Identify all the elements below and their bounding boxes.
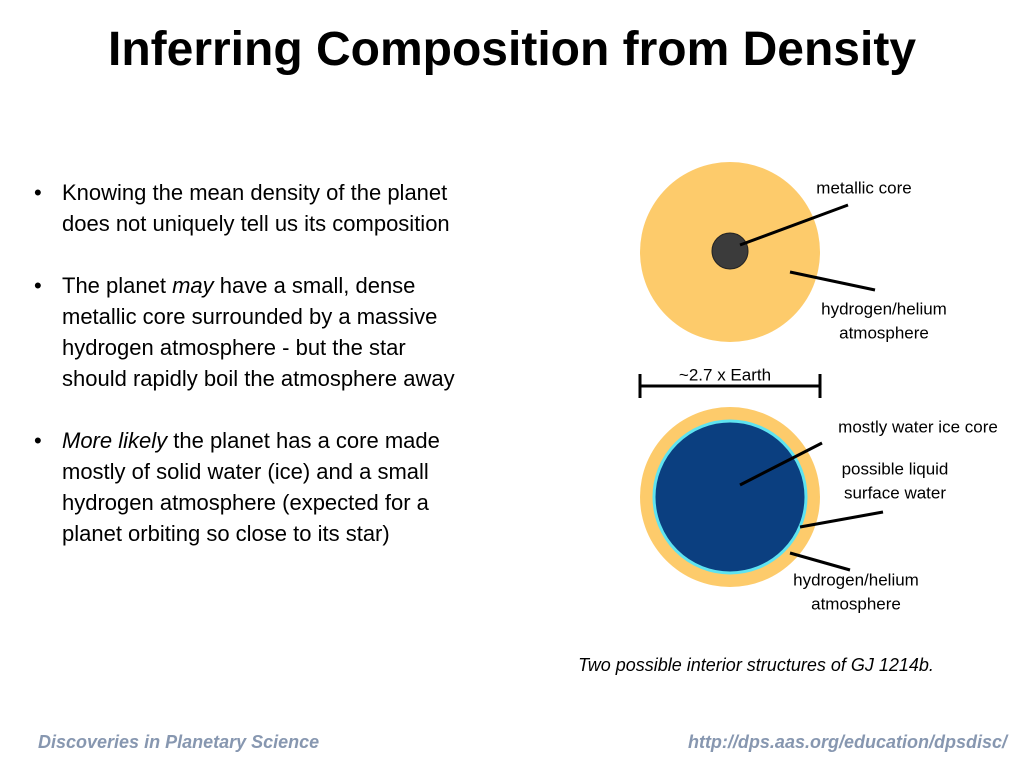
text-run: metallic core surrounded by a massive — [62, 304, 438, 329]
text-run: should rapidly boil the atmosphere away — [62, 366, 455, 391]
text-run: More likely — [62, 428, 168, 453]
pointer — [789, 270, 876, 292]
footer-left: Discoveries in Planetary Science — [38, 732, 320, 752]
bullet-line: hydrogen atmosphere - but the star — [62, 332, 534, 363]
scale-label: ~2.7 x Earth — [679, 365, 771, 384]
bullet: Knowing the mean density of the planet do… — [34, 177, 534, 239]
pointer — [739, 441, 823, 487]
slide-title: Inferring Composition from Density — [107, 23, 917, 76]
diagram-label: possible liquid — [842, 459, 949, 478]
pointer — [789, 551, 851, 572]
text-run: may — [172, 273, 214, 298]
bullet: The planet may have a small, dense metall… — [34, 270, 534, 394]
bullet-line: More likely the planet has a core made — [62, 425, 534, 456]
bullet-line: Knowing the mean density of the planet — [62, 177, 534, 208]
text-run: The planet — [62, 273, 173, 298]
footer-right: http://dps.aas.org/education/dpsdisc/ — [687, 732, 1007, 752]
bullet-line: should rapidly boil the atmosphere away — [62, 363, 534, 394]
bullet: More likely the planet has a core made mo… — [34, 425, 534, 549]
text-run: have a small, dense — [213, 273, 416, 298]
water-ice-core — [652, 419, 808, 575]
diagram-label: surface water — [844, 483, 946, 502]
diagram-label: mostly water ice core — [838, 417, 998, 436]
bullet-line: mostly of solid water (ice) and a small — [62, 456, 534, 487]
pointer — [799, 510, 884, 529]
bullet-line: hydrogen atmosphere (expected for a — [62, 487, 534, 518]
text-run: hydrogen atmosphere (expected for a — [62, 490, 429, 515]
text-run: planet orbiting so close to its star) — [62, 521, 390, 546]
bullet-line: does not uniquely tell us its compositio… — [62, 208, 534, 239]
bullet-line: The planet may have a small, dense — [62, 270, 534, 301]
metallic-core — [711, 232, 749, 270]
diagram-label: hydrogen/helium — [821, 299, 947, 318]
text-run: does not uniquely tell us its compositio… — [62, 211, 450, 236]
text-run: Knowing the mean density of the planet — [62, 180, 448, 205]
diagram-label: atmosphere — [811, 594, 901, 613]
bullet-line: planet orbiting so close to its star) — [62, 518, 534, 549]
diagram-label: atmosphere — [839, 323, 929, 342]
bullet-list: Knowing the mean density of the planet do… — [34, 177, 534, 580]
diagram-label: hydrogen/helium — [793, 570, 919, 589]
diagram-label: metallic core — [816, 178, 911, 197]
text-run: mostly of solid water (ice) and a small — [62, 459, 429, 484]
text-run: the planet has a core made — [167, 428, 440, 453]
text-run: hydrogen atmosphere - but the star — [62, 335, 406, 360]
pointer — [739, 203, 849, 247]
caption: Two possible interior structures of GJ 1… — [578, 655, 934, 675]
bullet-line: metallic core surrounded by a massive — [62, 301, 534, 332]
